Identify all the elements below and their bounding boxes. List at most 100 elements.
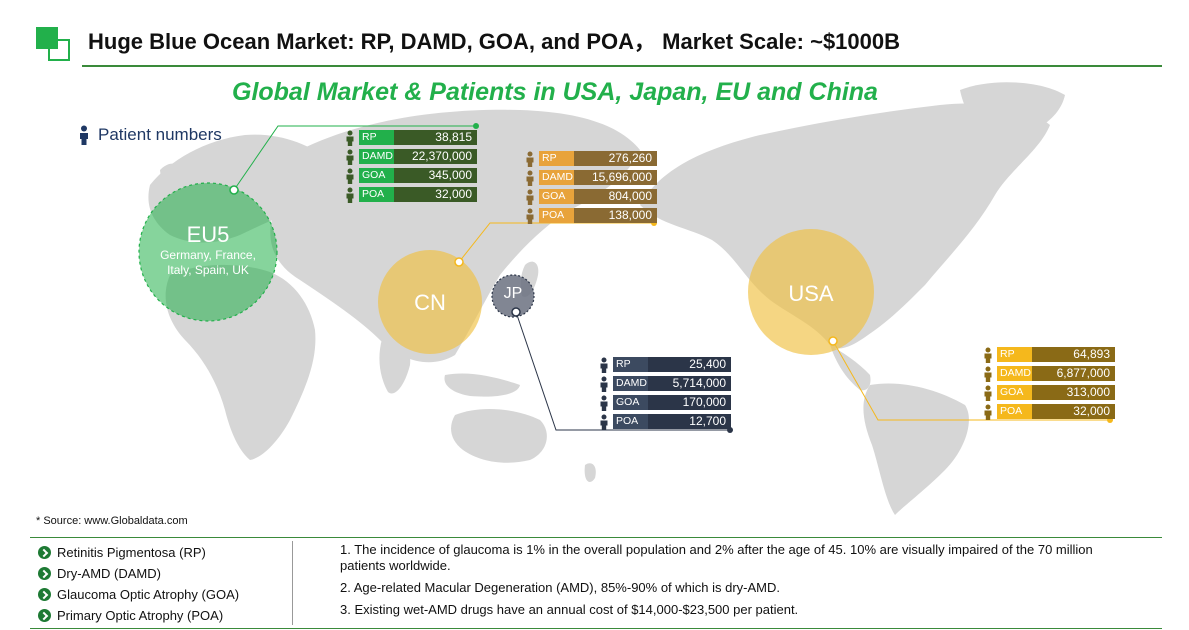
jp-disease-label: DAMD — [613, 376, 648, 391]
page-title: Huge Blue Ocean Market: RP, DAMD, GOA, a… — [88, 29, 901, 54]
legend: Patient numbers — [78, 125, 222, 145]
abbreviation-item: Primary Optic Atrophy (POA) — [38, 605, 239, 626]
us-patient-count: 313,000 — [1032, 385, 1115, 400]
eu-patient-count: 345,000 — [394, 168, 477, 183]
eu-patient-count: 32,000 — [394, 187, 477, 202]
continents — [148, 82, 1065, 515]
us-patient-count: 32,000 — [1032, 404, 1115, 419]
chevron-right-icon — [38, 609, 51, 622]
jp-patient-count: 12,700 — [648, 414, 731, 429]
jp-patient-count: 25,400 — [648, 357, 731, 372]
cn-patient-row: GOA 804,000 — [524, 188, 657, 205]
person-icon — [526, 151, 534, 167]
greenland-shape — [960, 82, 1065, 138]
cn-patient-row: RP 276,260 — [524, 150, 657, 167]
cn-disease-label: RP — [539, 151, 574, 166]
us-patient-table: RP 64,893 DAMD 6,877,000 GOA 313,000 POA 32,000 — [982, 346, 1115, 422]
abbreviation-text: Primary Optic Atrophy (POA) — [57, 608, 224, 623]
abbreviation-text: Glaucoma Optic Atrophy (GOA) — [57, 587, 240, 602]
jp-patient-row: GOA 170,000 — [598, 394, 731, 411]
eu-callout-dot-end — [473, 123, 479, 129]
person-icon — [526, 189, 534, 205]
us-patient-row: DAMD 6,877,000 — [982, 365, 1115, 382]
eu-patient-table: RP 38,815 DAMD 22,370,000 GOA 345,000 POA 32,00… — [344, 129, 477, 205]
eu-countries-line-2: Italy, Spain, UK — [167, 263, 249, 277]
person-icon — [600, 414, 608, 430]
eu-circle-label: EU5 Germany, France, Italy, Spain, UK — [139, 222, 277, 278]
source-note: * Source: www.Globaldata.com — [36, 515, 188, 527]
us-patient-row: POA 32,000 — [982, 403, 1115, 420]
eu-patient-row: RP 38,815 — [344, 129, 477, 146]
eu-patient-row: DAMD 22,370,000 — [344, 148, 477, 165]
cn-disease-label: GOA — [539, 189, 574, 204]
cn-patient-row: DAMD 15,696,000 — [524, 169, 657, 186]
abbreviation-item: Glaucoma Optic Atrophy (GOA) — [38, 584, 239, 605]
chevron-right-icon — [38, 588, 51, 601]
us-region-name: USA — [788, 281, 834, 306]
title-divider — [82, 65, 1162, 67]
person-icon — [984, 366, 992, 382]
eu-disease-label: DAMD — [359, 149, 394, 164]
cn-disease-label: POA — [539, 208, 574, 223]
abbreviation-list: Retinitis Pigmentosa (RP) Dry-AMD (DAMD)… — [38, 542, 239, 626]
footer-divider-bottom — [30, 628, 1162, 629]
us-disease-label: DAMD — [997, 366, 1032, 381]
us-patient-count: 64,893 — [1032, 347, 1115, 362]
eu-countries-line-1: Germany, France, — [160, 248, 256, 262]
abbreviation-item: Retinitis Pigmentosa (RP) — [38, 542, 239, 563]
us-circle — [748, 229, 874, 355]
eu-patient-count: 38,815 — [394, 130, 477, 145]
person-icon — [984, 385, 992, 401]
person-icon — [80, 125, 88, 145]
jp-circle — [491, 274, 535, 318]
new-zealand-shape — [584, 463, 596, 482]
australia-shape — [451, 408, 547, 463]
jp-patient-row: POA 12,700 — [598, 413, 731, 430]
person-icon — [346, 187, 354, 203]
person-icon — [600, 376, 608, 392]
cn-region-name: CN — [414, 290, 446, 315]
abbreviation-text: Dry-AMD (DAMD) — [57, 566, 161, 581]
jp-patient-count: 5,714,000 — [648, 376, 731, 391]
eu-patient-row: GOA 345,000 — [344, 167, 477, 184]
cn-patient-count: 804,000 — [574, 189, 657, 204]
chevron-right-icon — [38, 567, 51, 580]
person-icon — [526, 208, 534, 224]
us-patient-count: 6,877,000 — [1032, 366, 1115, 381]
cn-patient-row: POA 138,000 — [524, 207, 657, 224]
cn-disease-label: DAMD — [539, 170, 574, 185]
cn-patient-count: 276,260 — [574, 151, 657, 166]
us-patient-row: RP 64,893 — [982, 346, 1115, 363]
central-america-shape — [830, 345, 871, 391]
legend-label: Patient numbers — [98, 125, 222, 144]
person-icon — [600, 357, 608, 373]
person-icon — [984, 404, 992, 420]
footer-column-divider — [292, 541, 293, 625]
notes-list: 1. The incidence of glaucoma is 1% in th… — [340, 542, 1140, 624]
eu-patient-row: POA 32,000 — [344, 186, 477, 203]
eu-patient-count: 22,370,000 — [394, 149, 477, 164]
footer-divider-top — [30, 537, 1162, 538]
jp-patient-row: RP 25,400 — [598, 356, 731, 373]
person-icon — [600, 395, 608, 411]
jp-disease-label: GOA — [613, 395, 648, 410]
us-disease-label: POA — [997, 404, 1032, 419]
us-disease-label: GOA — [997, 385, 1032, 400]
abbreviation-item: Dry-AMD (DAMD) — [38, 563, 239, 584]
person-icon — [346, 130, 354, 146]
person-icon — [526, 170, 534, 186]
south-america-shape — [863, 383, 969, 515]
us-callout-line — [832, 340, 1110, 421]
cn-callout-line — [458, 222, 654, 263]
eu-region-name: EU5 — [186, 222, 230, 247]
note-item: 3. Existing wet-AMD drugs have an annual… — [340, 602, 799, 617]
person-icon — [984, 347, 992, 363]
eu-circle — [138, 182, 278, 322]
person-icon — [346, 149, 354, 165]
note-item: 1. The incidence of glaucoma is 1% in th… — [340, 542, 1093, 573]
abbreviation-text: Retinitis Pigmentosa (RP) — [57, 545, 206, 560]
jp-callout-line — [515, 311, 730, 431]
chevron-right-icon — [38, 546, 51, 559]
cn-patient-table: RP 276,260 DAMD 15,696,000 GOA 804,000 POA 138,… — [524, 150, 657, 226]
eu-callout-dot-start — [229, 185, 239, 195]
